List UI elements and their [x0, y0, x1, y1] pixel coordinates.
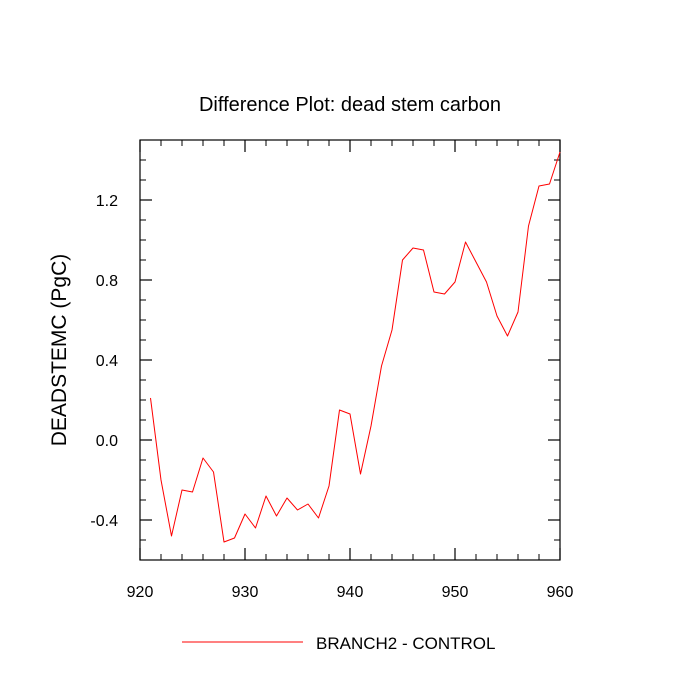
y-tick-label: 0.8: [96, 273, 118, 290]
x-tick-label: 920: [127, 584, 154, 601]
tick-labels: 920 930 940 950 960 -0.4 0.0 0.4 0.8 1.2: [90, 193, 573, 601]
x-tick-label: 960: [547, 584, 574, 601]
y-tick-label: 0.4: [96, 353, 118, 370]
series-line: [150, 151, 561, 543]
plot-area: [139, 139, 561, 561]
chart-title: Difference Plot: dead stem carbon: [199, 94, 501, 116]
y-tick-label: 1.2: [96, 193, 118, 210]
y-tick-label: -0.4: [90, 513, 118, 530]
x-tick-label: 940: [337, 584, 364, 601]
minor-ticks: [139, 139, 561, 561]
major-ticks: [139, 140, 561, 560]
series-layer: [150, 151, 561, 543]
x-tick-label: 950: [442, 584, 469, 601]
plot-border: [139, 139, 561, 561]
y-tick-label: 0.0: [96, 433, 118, 450]
legend-label: BRANCH2 - CONTROL: [316, 634, 495, 653]
x-tick-label: 930: [232, 584, 259, 601]
legend: BRANCH2 - CONTROL: [182, 634, 495, 653]
y-axis-label: DEADSTEMC (PgC): [48, 254, 71, 447]
